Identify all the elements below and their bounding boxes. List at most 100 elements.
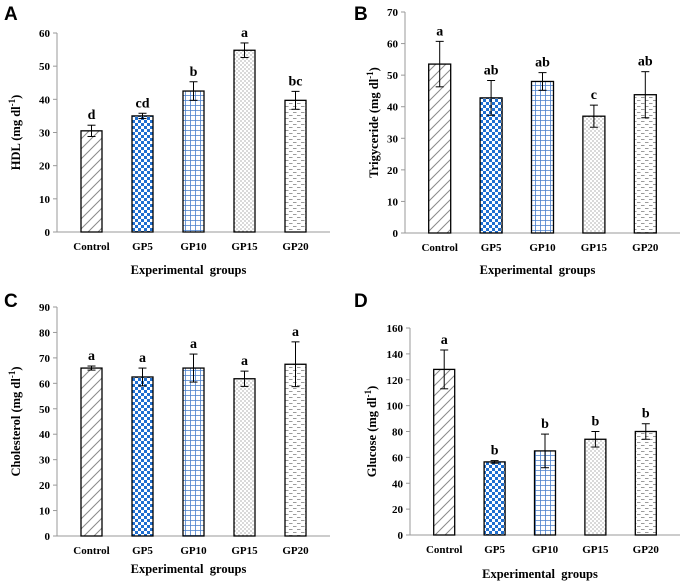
- chart-glucose: 0 20 40 60 80 100 120 140 160 a Control b GP5 b GP10 b G…: [363, 323, 680, 581]
- y-tick-label: 20: [387, 165, 399, 177]
- significance-letter: a: [241, 26, 248, 41]
- y-tick-label: 30: [39, 128, 51, 140]
- y-tick-label: 50: [39, 404, 51, 416]
- y-tick-label: 40: [387, 102, 399, 114]
- y-tick-label: 90: [39, 302, 51, 314]
- y-tick-label: 160: [387, 323, 404, 335]
- bar-gp5: [131, 115, 154, 233]
- x-tick-label: GP15: [231, 241, 258, 253]
- significance-letter: cd: [136, 96, 150, 111]
- y-tick-label: 40: [39, 94, 51, 106]
- x-tick-label: GP5: [132, 545, 153, 557]
- significance-letter: b: [592, 415, 600, 430]
- bar-control: [428, 63, 452, 234]
- x-tick-label: GP20: [633, 544, 660, 556]
- y-tick-label: 100: [387, 401, 404, 413]
- significance-letter: ab: [484, 64, 499, 79]
- y-tick-label: 0: [393, 228, 399, 240]
- significance-letter: d: [88, 108, 96, 123]
- bar-gp15: [233, 49, 256, 233]
- bar-gp15: [233, 378, 256, 537]
- x-tick-label: GP10: [180, 241, 207, 253]
- bar-gp20: [284, 363, 307, 537]
- y-tick-label: 50: [39, 61, 51, 73]
- x-tick-label: Control: [426, 544, 462, 556]
- y-tick-label: 20: [392, 504, 404, 516]
- bar-gp20: [634, 430, 657, 536]
- y-tick-label: 30: [387, 133, 399, 145]
- x-tick-label: Control: [421, 242, 457, 254]
- y-axis-title: Cholesterol (mg dl-1): [7, 366, 23, 476]
- y-tick-label: 140: [387, 349, 404, 361]
- chart-hdl: 0 10 20 30 40 50 60 d Control cd GP5 b GP10 a GP15 bc GP…: [7, 26, 330, 277]
- y-tick-label: 0: [45, 227, 51, 239]
- significance-letter: a: [292, 325, 299, 340]
- x-tick-label: GP15: [581, 242, 608, 254]
- y-tick-label: 10: [387, 196, 399, 208]
- y-tick-label: 10: [39, 194, 51, 206]
- chart-triglyceride: 0 10 20 30 40 50 60 70 a Control ab GP5 ab GP10 c GP15 a…: [365, 7, 680, 277]
- y-tick-label: 30: [39, 455, 51, 467]
- significance-letter: bc: [289, 74, 303, 89]
- x-tick-label: GP5: [132, 241, 153, 253]
- significance-letter: b: [190, 65, 198, 80]
- y-tick-label: 60: [39, 28, 51, 40]
- bar-gp15: [584, 438, 607, 536]
- y-tick-label: 20: [39, 161, 51, 173]
- y-tick-label: 70: [39, 353, 51, 365]
- y-tick-label: 80: [39, 327, 51, 339]
- significance-letter: ab: [535, 56, 550, 71]
- significance-letter: a: [190, 337, 197, 352]
- x-tick-label: Control: [73, 241, 109, 253]
- bar-control: [80, 367, 103, 537]
- bar-gp5: [483, 461, 506, 536]
- x-tick-label: Control: [73, 545, 109, 557]
- y-tick-label: 60: [392, 452, 404, 464]
- significance-letter: b: [491, 444, 499, 459]
- bar-gp15: [582, 115, 606, 234]
- y-axis-title: HDL (mg dl-1): [7, 95, 23, 171]
- x-tick-label: GP10: [532, 544, 559, 556]
- y-tick-label: 0: [45, 531, 51, 543]
- panel-letter-c: C: [4, 291, 18, 312]
- x-tick-label: GP5: [484, 544, 505, 556]
- panel-letter-b: B: [354, 4, 368, 25]
- x-axis-title: Experimental groups: [131, 263, 247, 277]
- x-tick-label: GP15: [231, 545, 258, 557]
- significance-letter: a: [441, 333, 448, 348]
- significance-letter: a: [241, 354, 248, 369]
- y-tick-label: 60: [387, 39, 399, 51]
- x-axis-title: Experimental groups: [480, 263, 596, 277]
- significance-letter: b: [642, 407, 650, 422]
- significance-letter: a: [88, 349, 95, 364]
- y-tick-label: 40: [392, 478, 404, 490]
- significance-letter: b: [541, 417, 549, 432]
- bar-control: [433, 368, 456, 536]
- bar-gp5: [131, 376, 154, 537]
- y-tick-label: 60: [39, 378, 51, 390]
- significance-letter: a: [139, 351, 146, 366]
- x-tick-label: GP20: [632, 242, 659, 254]
- x-axis-title: Experimental groups: [131, 562, 247, 576]
- y-tick-label: 40: [39, 429, 51, 441]
- bar-gp10: [182, 367, 205, 537]
- significance-letter: ab: [638, 55, 653, 70]
- y-tick-label: 50: [387, 70, 399, 82]
- chart-cholesterol: 0 10 20 30 40 50 60 70 80 90 a Control a GP5 a GP10 a GP1…: [7, 302, 330, 576]
- y-tick-label: 80: [392, 427, 404, 439]
- bar-gp10: [530, 80, 555, 234]
- significance-letter: a: [436, 24, 443, 39]
- y-tick-label: 0: [398, 530, 404, 542]
- x-tick-label: GP15: [582, 544, 609, 556]
- y-tick-label: 20: [39, 480, 51, 492]
- bar-control: [80, 130, 103, 233]
- x-tick-label: GP10: [180, 545, 207, 557]
- bar-gp10: [182, 90, 205, 233]
- bar-gp5: [479, 97, 503, 234]
- x-tick-label: GP10: [529, 242, 556, 254]
- x-tick-label: GP5: [481, 242, 502, 254]
- x-tick-label: GP20: [282, 545, 309, 557]
- panel-letter-d: D: [354, 291, 368, 312]
- x-axis-title: Experimental groups: [482, 567, 598, 581]
- y-axis-title: Trigyceride (mg dl-1): [365, 67, 381, 178]
